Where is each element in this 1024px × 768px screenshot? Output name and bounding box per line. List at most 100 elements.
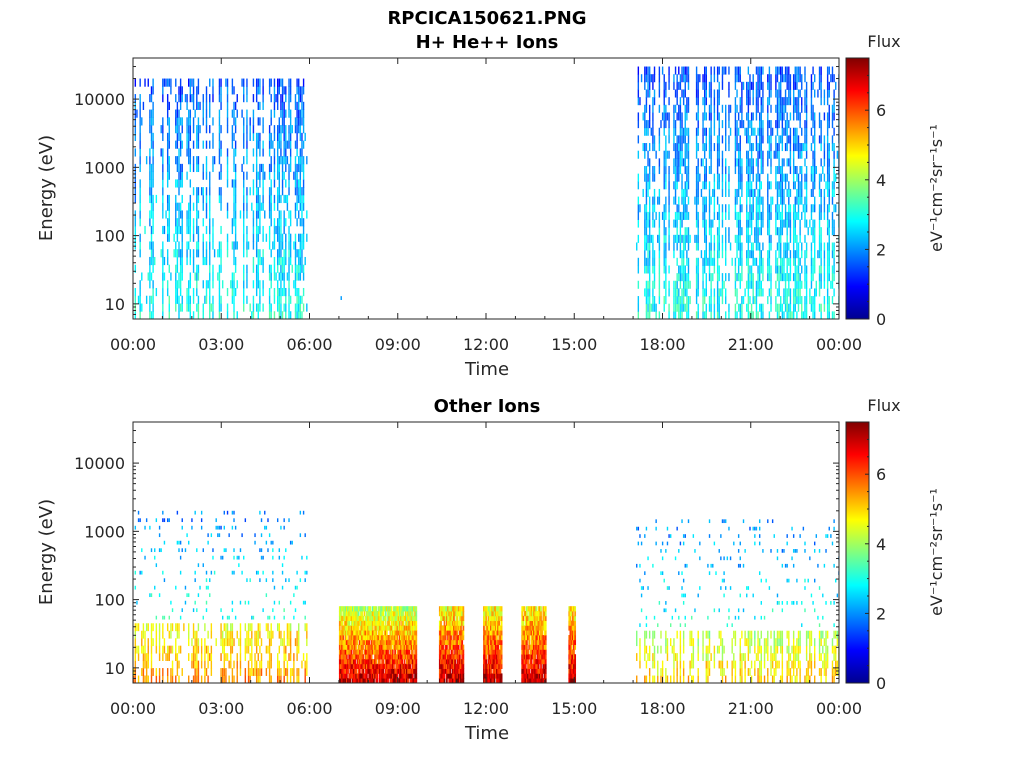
- spectrogram-cell: [661, 66, 664, 75]
- spectrogram-cell: [663, 234, 665, 243]
- spectrogram-cell: [818, 188, 821, 197]
- spectrogram-cell: [781, 104, 784, 113]
- spectrogram-cell: [679, 81, 682, 90]
- spectrogram-cell: [383, 606, 386, 612]
- spectrogram-cell: [280, 675, 282, 683]
- spectrogram-cell: [367, 625, 369, 631]
- spectrogram-cell: [653, 257, 656, 266]
- spectrogram-cell: [833, 143, 835, 152]
- spectrogram-cell: [653, 196, 656, 205]
- spectrogram-cell: [383, 673, 386, 679]
- spectrogram-cell: [285, 125, 287, 134]
- spectrogram-cell: [251, 623, 253, 632]
- spectrogram-cell: [833, 112, 835, 121]
- spectrogram-cell: [272, 578, 274, 583]
- spectrogram-cell: [251, 615, 253, 620]
- spectrogram-cell: [205, 171, 208, 180]
- spectrogram-cell: [405, 654, 408, 660]
- spectrogram-cell: [645, 242, 648, 251]
- spectrogram-cell: [648, 120, 651, 129]
- spectrogram-cell: [249, 578, 251, 583]
- spectrogram-cell: [823, 303, 826, 312]
- spectrogram-cell: [757, 158, 759, 167]
- spectrogram-cell: [294, 585, 297, 590]
- spectrogram-cell: [750, 211, 753, 220]
- spectrogram-cell: [413, 663, 415, 669]
- spectrogram-cell: [784, 219, 787, 228]
- spectrogram-cell: [679, 296, 682, 305]
- spectrogram-cell: [823, 135, 826, 144]
- spectrogram-cell: [276, 132, 279, 141]
- spectrogram-cell: [804, 311, 806, 319]
- spectrogram-cell: [255, 287, 258, 297]
- spectrogram-cell: [188, 125, 190, 134]
- spectrogram-cell: [343, 649, 346, 655]
- spectrogram-cell: [218, 86, 221, 95]
- spectrogram-cell: [230, 630, 232, 639]
- spectrogram-cell: [767, 173, 769, 182]
- spectrogram-cell: [390, 654, 393, 660]
- spectrogram-cell: [246, 194, 248, 204]
- spectrogram-cell: [155, 630, 158, 639]
- spectrogram-cell: [703, 257, 706, 266]
- spectrogram-cell: [644, 227, 646, 236]
- spectrogram-cell: [404, 620, 407, 626]
- spectrogram-cell: [348, 654, 351, 660]
- spectrogram-cell: [702, 74, 704, 83]
- spectrogram-cell: [768, 204, 771, 213]
- spectrogram-cell: [398, 635, 401, 641]
- spectrogram-cell: [202, 249, 204, 258]
- spectrogram-cell: [166, 194, 169, 204]
- spectrogram-cell: [178, 179, 180, 188]
- spectrogram-cell: [668, 265, 670, 274]
- spectrogram-cell: [243, 132, 245, 141]
- spectrogram-cell: [178, 156, 180, 165]
- spectrogram-cell: [784, 127, 787, 136]
- spectrogram-cell: [349, 615, 352, 622]
- spectrogram-cell: [176, 156, 179, 165]
- spectrogram-cell: [826, 143, 829, 152]
- spectrogram-cell: [378, 673, 381, 679]
- spectrogram-cell: [752, 311, 754, 319]
- spectrogram-cell: [280, 256, 282, 266]
- spectrogram-cell: [440, 606, 442, 612]
- spectrogram-cell: [754, 234, 756, 243]
- spectrogram-cell: [760, 120, 762, 129]
- spectrogram-cell: [391, 663, 394, 669]
- spectrogram-cell: [676, 204, 678, 213]
- spectrogram-cell: [179, 148, 182, 157]
- spectrogram-cell: [223, 548, 225, 553]
- spectrogram-cell: [407, 654, 409, 660]
- spectrogram-cell: [389, 654, 392, 660]
- spectrogram-cell: [367, 649, 369, 655]
- spectrogram-cell: [828, 257, 830, 266]
- spectrogram-cell: [268, 653, 271, 662]
- spectrogram-cell: [342, 606, 345, 612]
- spectrogram-cell: [234, 210, 237, 219]
- spectrogram-cell: [341, 644, 344, 650]
- spectrogram-cell: [145, 660, 148, 669]
- spectrogram-cell: [162, 287, 164, 297]
- spectrogram-cell: [340, 659, 342, 665]
- spectrogram-cell: [260, 518, 263, 523]
- spectrogram-cell: [196, 272, 198, 281]
- spectrogram-cell: [189, 256, 192, 266]
- spectrogram-cell: [666, 112, 669, 121]
- spectrogram-cell: [758, 242, 761, 251]
- spectrogram-cell: [197, 311, 200, 319]
- spectrogram-cell: [708, 296, 711, 305]
- spectrogram-cell: [257, 630, 259, 639]
- spectrogram-cell: [705, 112, 707, 121]
- spectrogram-cell: [401, 611, 404, 617]
- spectrogram-cell: [179, 179, 182, 188]
- spectrogram-cell: [226, 94, 229, 103]
- spectrogram-cell: [194, 645, 196, 654]
- spectrogram-cell: [393, 659, 395, 665]
- spectrogram-cell: [645, 74, 648, 83]
- spectrogram-cell: [403, 644, 406, 650]
- spectrogram-cell: [440, 663, 442, 669]
- spectrogram-cell: [673, 311, 675, 319]
- spectrogram-cell: [776, 257, 779, 266]
- spectrogram-cell: [301, 109, 303, 118]
